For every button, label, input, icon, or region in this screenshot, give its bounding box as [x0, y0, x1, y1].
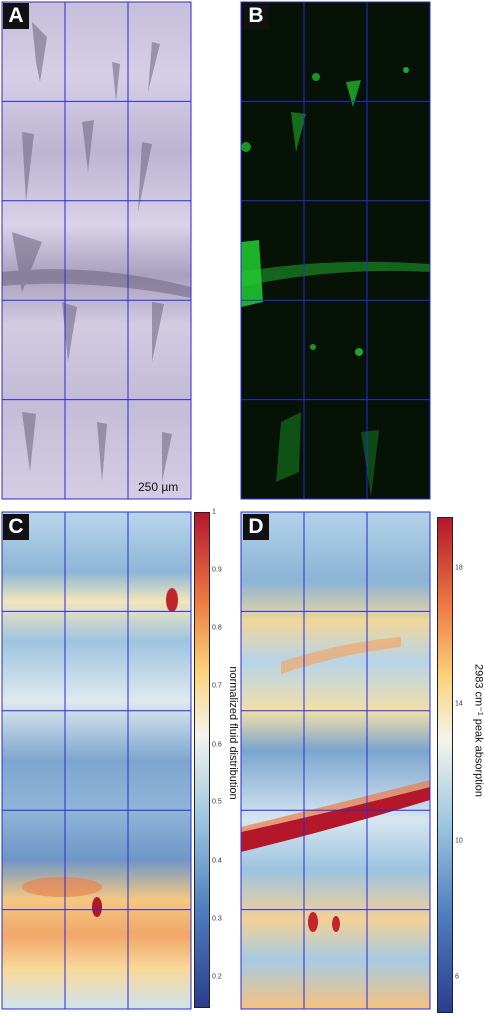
colorbar-tick: 1 [212, 508, 216, 516]
colorbar-d-ticks: 18 14 10 6 [455, 517, 473, 1011]
panel-a [2, 2, 191, 499]
colorbar-tick: 0.7 [212, 682, 222, 690]
scale-bar-label: 250 µm [138, 480, 179, 494]
panel-letter-b: B [243, 3, 269, 29]
colorbar-tick: 0.8 [212, 624, 222, 632]
panel-letter-d: D [243, 514, 269, 540]
panel-letter-a: A [3, 3, 29, 29]
colorbar-tick: 6 [455, 973, 459, 981]
colorbar-tick: 14 [455, 700, 463, 708]
colorbar-c-label: normalized fluid distribution [227, 666, 239, 800]
colorbar-tick: 0.6 [212, 741, 222, 749]
colorbar-tick: 0.4 [212, 857, 222, 865]
micrograph-a [2, 2, 191, 499]
heatmap-c [2, 512, 191, 1009]
colorbar-tick: 0.9 [212, 566, 222, 574]
colorbar-tick: 0.3 [212, 915, 222, 923]
panel-letter-c: C [3, 514, 29, 540]
colorbar-d-label: 2983 cm⁻¹ peak absorption [472, 664, 484, 797]
heatmap-d [241, 512, 430, 1009]
colorbar-c-ticks: 1 0.9 0.8 0.7 0.6 0.5 0.4 0.3 0.2 [212, 508, 232, 1006]
colorbar-c [194, 512, 210, 1008]
colorbar-d [437, 517, 453, 1013]
panel-d [241, 512, 430, 1009]
colorbar-tick: 18 [455, 564, 463, 572]
micrograph-b [241, 67, 430, 497]
colorbar-tick: 10 [455, 837, 463, 845]
panel-b [241, 2, 430, 499]
colorbar-tick: 0.2 [212, 973, 222, 981]
colorbar-tick: 0.5 [212, 798, 222, 806]
panel-c [2, 512, 191, 1009]
